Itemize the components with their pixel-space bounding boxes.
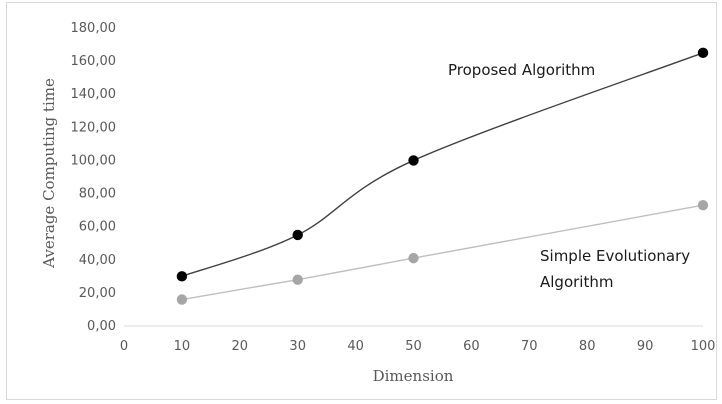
x-tick-label: 20	[232, 339, 249, 354]
y-tick-label: 80,00	[79, 187, 116, 202]
x-axis-title: Dimension	[373, 367, 454, 385]
data-point-series-0	[408, 155, 419, 166]
series-label-1: Algorithm	[540, 273, 613, 291]
data-point-series-0	[292, 229, 303, 241]
y-tick-label: 100,00	[71, 153, 117, 168]
y-tick-label: 120,00	[71, 120, 117, 135]
series-line-1	[181, 204, 704, 301]
chart-svg: 0,00 20,00 40,00 60,00 80,00 100,00 120,00 140,…	[40, 21, 716, 385]
x-tick-label: 80	[579, 339, 596, 354]
x-tick-label: 0	[120, 339, 128, 354]
x-tick-label: 60	[463, 339, 480, 354]
x-tick-label: 30	[289, 339, 306, 354]
y-tick-label: 20,00	[79, 286, 116, 301]
data-point-series-0	[176, 271, 188, 282]
y-tick-label: 160,00	[71, 54, 117, 69]
series-points	[176, 47, 709, 305]
series-line-0	[181, 52, 704, 277]
y-axis-ticks: 0,00 20,00 40,00 60,00 80,00 100,00 120,00 140,…	[71, 21, 117, 334]
series-labels: Proposed Algorithm Simple Evolutionary Alg…	[448, 61, 690, 291]
y-tick-label: 40,00	[79, 253, 116, 268]
y-tick-label: 60,00	[79, 220, 116, 235]
y-tick-label: 0,00	[87, 319, 116, 334]
data-point-series-0	[697, 47, 709, 59]
data-point-series-1	[408, 252, 419, 264]
series-label-0: Proposed Algorithm	[448, 61, 595, 79]
x-axis-ticks: 0 10 20 30 40 50 60 70 80 90 100	[120, 339, 716, 354]
series-lines	[181, 52, 704, 301]
x-tick-label: 90	[637, 339, 654, 354]
chart-frame: 0,00 20,00 40,00 60,00 80,00 100,00 120,00 140,…	[6, 2, 717, 400]
y-tick-label: 140,00	[71, 87, 117, 102]
x-tick-label: 50	[405, 339, 422, 354]
x-tick-label: 70	[521, 339, 538, 354]
y-axis-title: Average Computing time	[40, 78, 58, 269]
data-point-series-1	[292, 274, 303, 285]
x-tick-label: 100	[691, 339, 716, 354]
data-point-series-1	[697, 199, 709, 211]
x-tick-label: 10	[174, 339, 191, 354]
x-tick-label: 40	[347, 339, 364, 354]
data-point-series-1	[176, 294, 188, 305]
y-tick-label: 180,00	[71, 21, 117, 36]
series-label-1: Simple Evolutionary	[540, 247, 690, 265]
